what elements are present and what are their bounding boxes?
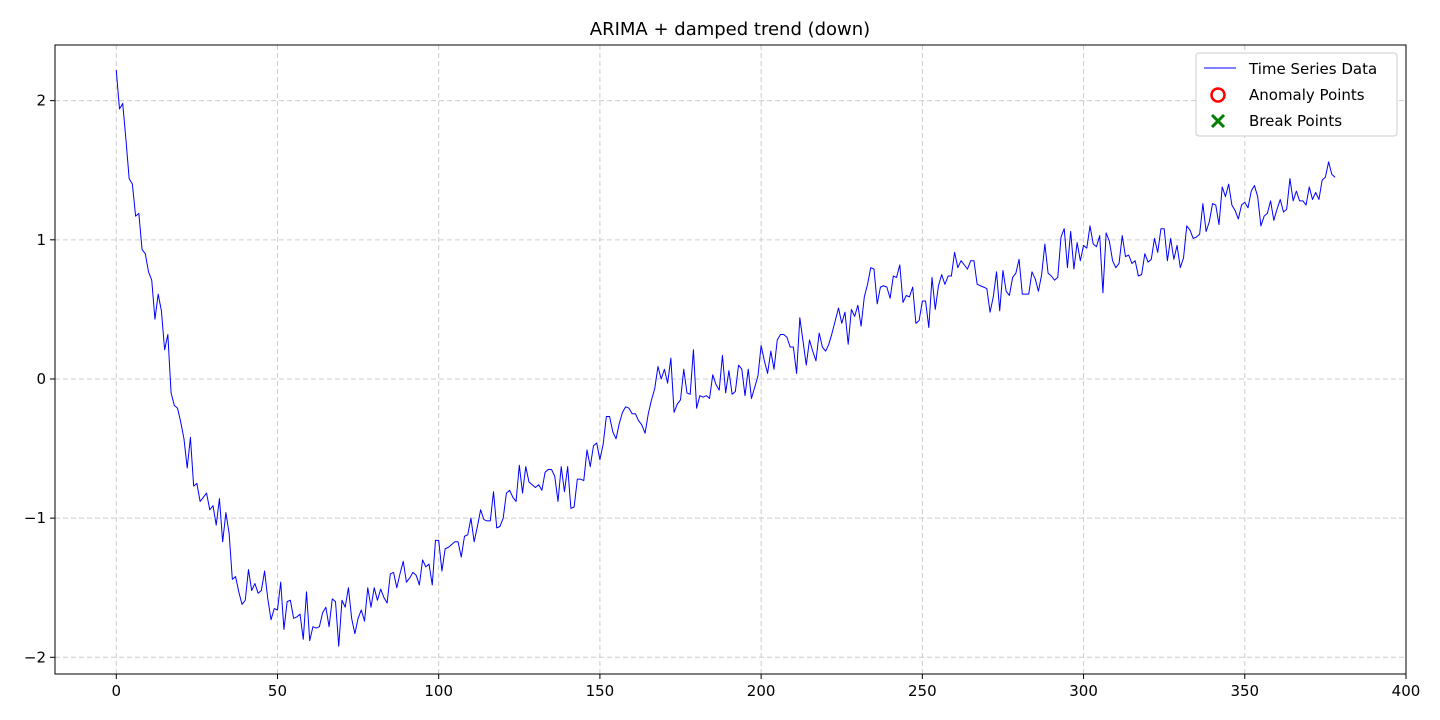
x-tick-label: 0 [111,682,121,700]
legend-break-marker [1210,113,1226,129]
x-tick-label: 200 [747,682,776,700]
x-tick-label: 100 [424,682,453,700]
x-tick-label: 50 [268,682,287,700]
y-tick-label: −1 [24,509,46,527]
x-axis: 0 50 100 150 200 250 300 350 400 [111,674,1420,700]
x-tick-label: 350 [1230,682,1259,700]
legend-label-time-series: Time Series Data [1248,60,1377,78]
x-tick-label: 250 [908,682,937,700]
x-tick-label: 300 [1069,682,1098,700]
x-tick-label: 400 [1392,682,1421,700]
plot-area [115,70,1336,647]
chart-title: ARIMA + damped trend (down) [590,19,870,40]
legend-label-break-points: Break Points [1249,112,1342,130]
series-line-time-series-data [115,70,1336,647]
x-tick-label: 150 [586,682,615,700]
y-tick-label: −2 [24,648,46,666]
legend-anomaly-marker [1210,87,1226,103]
y-tick-label: 0 [36,370,46,388]
axes-frame [54,44,1407,675]
legend: Time Series Data Anomaly Points Break Po… [1195,52,1398,137]
y-tick-label: 2 [36,92,46,110]
y-tick-label: 1 [36,231,46,249]
legend-box [1195,52,1398,137]
legend-label-anomaly-points: Anomaly Points [1249,86,1365,104]
y-axis: −2 −1 0 1 2 [24,92,55,666]
